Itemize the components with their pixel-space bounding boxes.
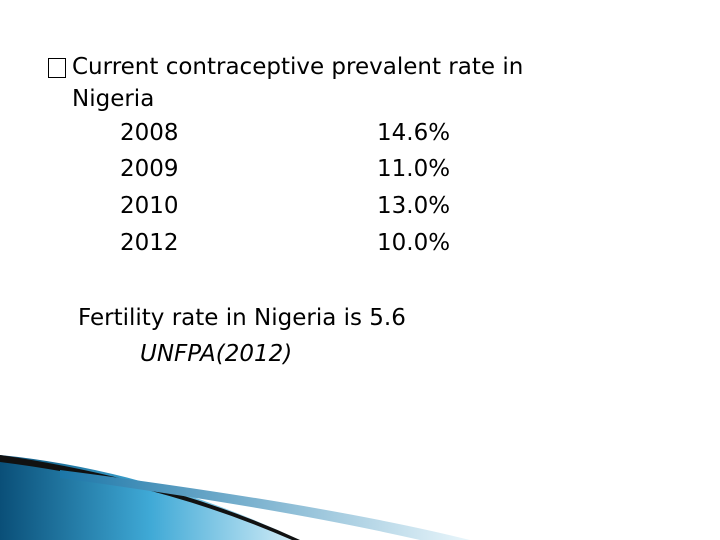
rate-year: 2012 (120, 230, 179, 256)
heading-line-1: Current contraceptive prevalent rate in (72, 54, 524, 80)
heading-line-2: Nigeria (72, 86, 155, 112)
rate-value: 13.0% (377, 193, 451, 219)
bullet-checkbox-icon (48, 58, 66, 78)
rate-value: 10.0% (377, 230, 451, 256)
rate-year: 2009 (120, 156, 179, 182)
rate-year: 2010 (120, 193, 179, 219)
source-citation: UNFPA(2012) (140, 341, 293, 367)
rate-value: 14.6% (377, 120, 451, 146)
rate-value: 11.0% (377, 156, 451, 182)
rate-year: 2008 (120, 120, 179, 146)
fertility-rate-text: Fertility rate in Nigeria is 5.6 (78, 305, 406, 331)
